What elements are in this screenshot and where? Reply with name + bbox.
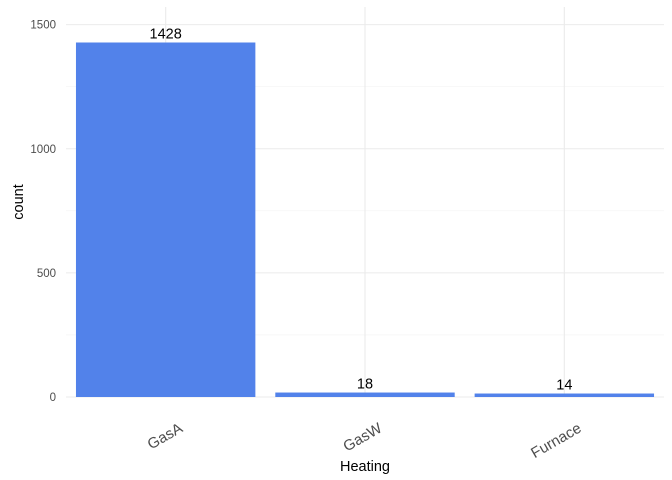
y-tick-label: 0 [50,392,56,404]
y-tick-label: 1500 [30,20,56,32]
x-tick-label: GasW [340,419,385,455]
data-label: 14 [556,378,572,394]
x-axis: GasA GasW Furnace [145,419,585,462]
y-axis: 0 500 1000 1500 [30,20,56,404]
data-label: 18 [357,377,373,393]
data-label: 1428 [150,26,182,42]
bar-gasa [75,42,256,397]
y-tick-label: 1000 [30,144,56,156]
data-labels: 1428 18 14 [150,26,573,393]
y-tick-label: 500 [37,268,56,280]
x-axis-title: Heating [340,459,390,475]
y-axis-title: count [11,184,27,219]
x-tick-label: GasA [145,420,186,453]
bar-gasw [275,392,455,397]
bar-furnace [474,393,655,397]
bars [75,42,655,397]
x-tick-label: Furnace [528,420,584,462]
